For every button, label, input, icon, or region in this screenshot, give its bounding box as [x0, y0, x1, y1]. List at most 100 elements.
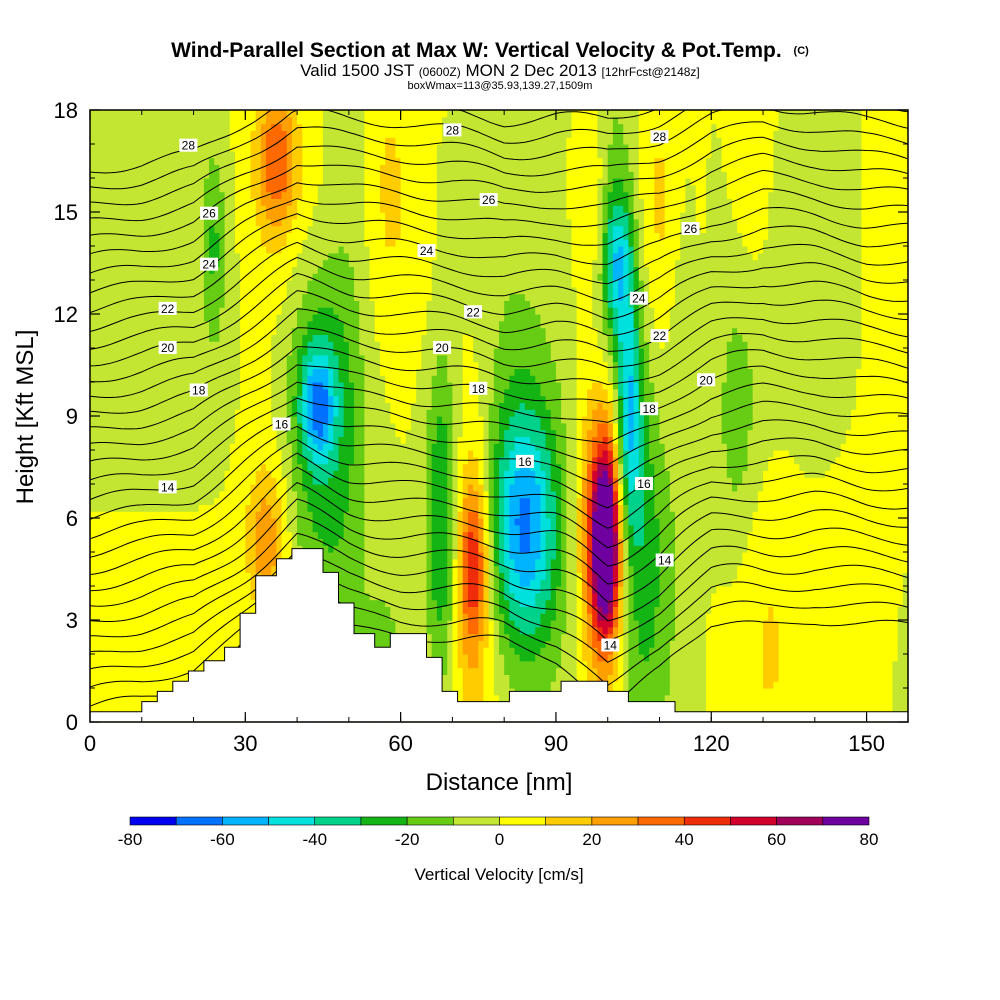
- velocity-cell: [271, 191, 277, 199]
- velocity-cell: [198, 150, 205, 159]
- velocity-cell: [250, 565, 257, 573]
- velocity-cell: [240, 361, 246, 369]
- velocity-cell: [354, 110, 360, 118]
- velocity-cell: [260, 436, 267, 444]
- velocity-cell: [157, 191, 164, 199]
- velocity-cell: [157, 171, 164, 179]
- velocity-cell: [364, 157, 371, 165]
- velocity-cell: [193, 416, 200, 424]
- velocity-cell: [354, 490, 360, 499]
- velocity-cell: [183, 538, 189, 546]
- velocity-cell: [188, 518, 195, 526]
- velocity-cell: [136, 416, 143, 424]
- velocity-cell: [183, 205, 189, 213]
- velocity-cell: [141, 606, 148, 614]
- velocity-cell: [369, 572, 376, 580]
- velocity-cell: [333, 205, 340, 213]
- velocity-cell: [297, 144, 303, 152]
- velocity-cell: [245, 538, 252, 546]
- velocity-cell: [172, 252, 179, 261]
- velocity-cell: [322, 409, 329, 417]
- velocity-cell: [167, 456, 174, 465]
- velocity-cell: [354, 212, 360, 220]
- velocity-cell: [214, 518, 221, 526]
- velocity-cell: [338, 436, 345, 444]
- velocity-cell: [359, 599, 365, 607]
- velocity-cell: [307, 191, 314, 199]
- velocity-cell: [110, 171, 117, 179]
- velocity-cell: [343, 531, 350, 539]
- velocity-cell: [188, 348, 195, 356]
- velocity-cell: [115, 212, 122, 220]
- velocity-cell: [152, 511, 158, 519]
- velocity-cell: [271, 497, 277, 505]
- velocity-cell: [203, 504, 210, 512]
- velocity-cell: [322, 259, 329, 267]
- velocity-cell: [162, 239, 169, 247]
- velocity-cell: [333, 422, 340, 431]
- velocity-cell: [131, 640, 138, 648]
- velocity-cell: [317, 409, 324, 417]
- velocity-cell: [281, 232, 288, 240]
- velocity-cell: [110, 640, 117, 648]
- velocity-cell: [297, 157, 303, 165]
- velocity-cell: [369, 123, 376, 131]
- velocity-cell: [121, 123, 127, 131]
- forecast-tag: [12hrFcst@2148z]: [602, 65, 700, 79]
- velocity-cell: [115, 116, 122, 125]
- velocity-cell: [90, 613, 96, 621]
- velocity-cell: [146, 484, 153, 492]
- velocity-cell: [266, 361, 272, 369]
- velocity-cell: [369, 463, 376, 471]
- velocity-cell: [240, 246, 246, 254]
- velocity-cell: [322, 178, 329, 186]
- velocity-cell: [167, 286, 174, 295]
- velocity-cell: [286, 273, 293, 281]
- velocity-cell: [172, 286, 179, 295]
- velocity-cell: [266, 388, 272, 397]
- velocity-cell: [193, 409, 200, 417]
- velocity-cell: [167, 443, 174, 451]
- velocity-cell: [302, 137, 309, 145]
- velocity-cell: [178, 565, 184, 573]
- velocity-cell: [369, 422, 376, 431]
- velocity-cell: [348, 137, 355, 145]
- velocity-cell: [286, 504, 293, 512]
- velocity-cell: [115, 490, 122, 499]
- velocity-cell: [266, 293, 272, 301]
- velocity-cell: [364, 184, 371, 193]
- velocity-cell: [250, 409, 257, 417]
- velocity-cell: [317, 171, 324, 179]
- velocity-cell: [260, 456, 267, 465]
- velocity-cell: [343, 246, 350, 254]
- velocity-cell: [126, 456, 133, 465]
- velocity-cell: [240, 334, 246, 342]
- velocity-cell: [286, 524, 293, 533]
- velocity-cell: [266, 443, 272, 451]
- velocity-cell: [266, 232, 272, 240]
- velocity-cell: [90, 144, 96, 152]
- velocity-cell: [219, 307, 226, 315]
- velocity-cell: [188, 456, 195, 465]
- velocity-cell: [203, 252, 210, 261]
- velocity-cell: [126, 402, 133, 410]
- velocity-cell: [105, 144, 112, 152]
- velocity-cell: [110, 368, 117, 376]
- velocity-cell: [348, 150, 355, 159]
- velocity-cell: [203, 300, 210, 308]
- velocity-cell: [90, 320, 96, 329]
- velocity-cell: [105, 225, 112, 233]
- velocity-cell: [110, 402, 117, 410]
- velocity-cell: [167, 178, 174, 186]
- velocity-cell: [229, 558, 236, 567]
- velocity-cell: [240, 450, 246, 458]
- velocity-cell: [100, 286, 107, 295]
- velocity-cell: [214, 606, 221, 614]
- velocity-cell: [131, 205, 138, 213]
- velocity-cell: [291, 361, 298, 369]
- velocity-cell: [240, 395, 246, 403]
- velocity-cell: [250, 137, 257, 145]
- velocity-cell: [126, 667, 133, 675]
- velocity-cell: [136, 225, 143, 233]
- velocity-cell: [297, 429, 303, 437]
